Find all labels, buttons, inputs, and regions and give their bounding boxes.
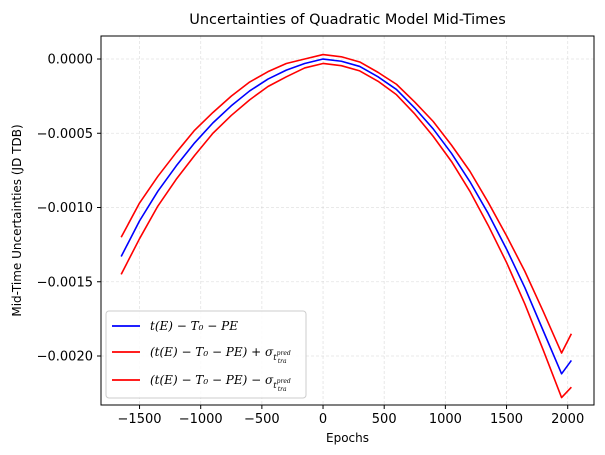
x-tick-label: 500 [372,412,397,427]
series-line-1 [120,58,573,375]
legend-label-3: (t(E) − T₀ − PE) − σtpred tra [150,373,291,393]
legend: t(E) − T₀ − PE (t(E) − T₀ − PE) + σtpred t… [105,310,307,399]
legend-label-2: (t(E) − T₀ − PE) + σtpred tra [150,345,291,365]
x-tick-label: 1000 [429,412,462,427]
x-axis-title: Epochs [326,431,369,445]
series-line-2 [120,53,573,354]
y-tick-label: −0.0015 [37,275,93,290]
y-tick-label: 0.0000 [48,53,94,68]
x-tick-label: −1000 [179,412,223,427]
x-tick-label: −1500 [118,412,162,427]
series-layer [120,53,573,399]
x-tick-label: 1500 [490,412,523,427]
legend-box [105,310,307,399]
series-line-3 [120,62,572,399]
tick-layer: −1500 −1000 −500 0 500 1000 1500 2000 0.0000 −0.0… [37,53,585,427]
y-axis-title: Mid-Time Uncertainties (JD TDB) [10,124,24,316]
y-tick-label: −0.0020 [37,349,93,364]
x-tick-label: −500 [244,412,280,427]
y-tick-label: −0.0005 [37,127,93,142]
y-tick-label: −0.0010 [37,201,93,216]
x-tick-label: 0 [319,412,327,427]
plot-frame [100,35,595,406]
chart-title: Uncertainties of Quadratic Model Mid-Tim… [189,12,506,28]
x-tick-label: 2000 [551,412,584,427]
legend-label-1: t(E) − T₀ − PE [150,319,238,333]
